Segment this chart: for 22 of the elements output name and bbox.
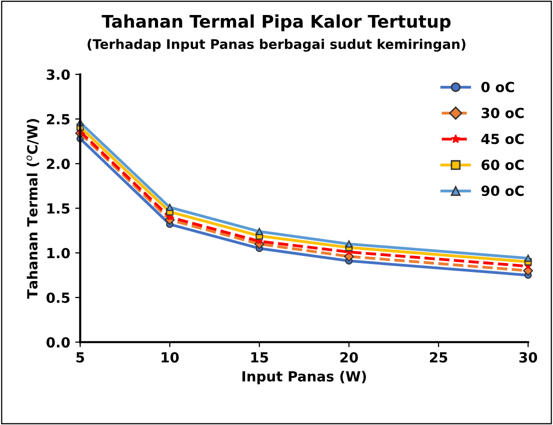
legend-label: 60 oC bbox=[482, 160, 524, 170]
legend-label: 30 oC bbox=[482, 108, 524, 118]
x-tick-label: 15 bbox=[251, 352, 268, 363]
x-tick-label: 20 bbox=[340, 352, 358, 363]
x-tick-label: 25 bbox=[430, 352, 448, 363]
chart-title: Tahanan Termal Pipa Kalor Tertutup bbox=[102, 14, 451, 32]
legend-label: 45 oC bbox=[481, 134, 524, 144]
y-tick-label: 0.5 bbox=[46, 292, 70, 303]
y-tick-label: 1.5 bbox=[47, 203, 70, 214]
legend-label: 90 oC bbox=[481, 186, 524, 196]
x-tick-label: 5 bbox=[76, 352, 84, 363]
chart-subtitle: (Terhadap Input Panas berbagai sudut kemiringan) bbox=[88, 38, 466, 52]
y-axis-title: Tahanan Termal ($^{o}$C/W) bbox=[26, 118, 40, 299]
y-tick-label: 0.0 bbox=[46, 337, 70, 348]
x-axis-title: Input Panas (W) bbox=[242, 370, 366, 384]
x-tick-label: 10 bbox=[162, 352, 179, 363]
y-tick-label: 1.0 bbox=[47, 248, 70, 258]
x-tick-label: 30 bbox=[519, 352, 538, 363]
y-tick-label: 3.0 bbox=[46, 69, 70, 80]
y-tick-label: 2.5 bbox=[46, 114, 70, 124]
legend-label: 0 oC bbox=[481, 82, 514, 92]
y-tick-label: 2.0 bbox=[46, 158, 70, 170]
